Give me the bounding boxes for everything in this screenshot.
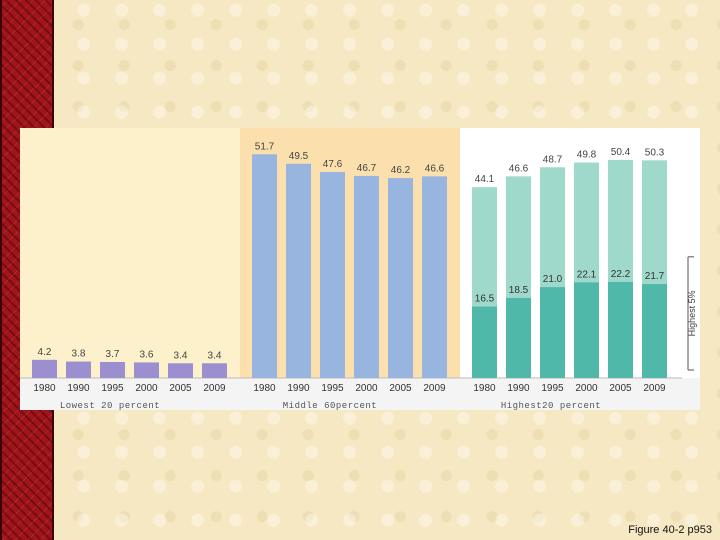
bar-highest-5	[540, 287, 565, 378]
data-label: 50.3	[645, 147, 665, 158]
panel-background	[20, 128, 240, 378]
bar	[32, 359, 57, 378]
income-share-chart: 4.2 1980 3.8 1990 3.7 1995 3.6 2000 3.4 2005 3.4 20…	[20, 128, 700, 410]
bar	[286, 163, 311, 378]
tick-label: 1990	[67, 383, 90, 394]
data-label: 46.6	[425, 163, 445, 174]
data-label: 21.7	[645, 271, 665, 282]
tick-label: 2009	[423, 383, 446, 394]
data-label: 49.8	[577, 150, 597, 161]
bar-highest-5	[472, 306, 497, 378]
bar	[168, 363, 193, 378]
data-label: 48.7	[543, 154, 563, 165]
bar	[252, 154, 277, 378]
data-label: 47.6	[323, 159, 343, 170]
bar-highest-5	[574, 282, 599, 378]
data-label: 46.7	[357, 163, 377, 174]
chart-canvas: 4.2 1980 3.8 1990 3.7 1995 3.6 2000 3.4 2005 3.4 20…	[20, 128, 700, 410]
bar	[202, 363, 227, 378]
tick-label: 1995	[541, 383, 564, 394]
tick-label: 2009	[643, 383, 666, 394]
data-label: 16.5	[475, 294, 495, 305]
tick-label: 2000	[355, 383, 378, 394]
data-label: 46.6	[509, 163, 529, 174]
bar-highest-5	[506, 297, 531, 378]
bar	[66, 361, 91, 378]
group-label: Highest20 percent	[501, 401, 601, 410]
tick-label: 1990	[507, 383, 530, 394]
tick-label: 2005	[169, 383, 192, 394]
tick-label: 2000	[135, 383, 158, 394]
data-label: 18.5	[509, 285, 529, 296]
data-label: 3.6	[140, 349, 154, 360]
bar-highest-5	[608, 281, 633, 378]
data-label: 3.4	[174, 350, 188, 361]
tick-label: 1980	[253, 383, 276, 394]
data-label: 22.2	[611, 269, 631, 280]
axis-band	[20, 378, 700, 410]
tick-label: 2005	[389, 383, 412, 394]
bar	[134, 362, 159, 378]
tick-label: 2009	[203, 383, 226, 394]
group-label: Middle 60percent	[283, 401, 377, 410]
data-label: 3.4	[208, 350, 222, 361]
tick-label: 2000	[575, 383, 598, 394]
tick-label: 1995	[321, 383, 344, 394]
data-label: 50.4	[611, 147, 631, 158]
data-label: 49.5	[289, 151, 309, 162]
bar	[100, 361, 125, 378]
tick-label: 1990	[287, 383, 310, 394]
bar	[320, 172, 345, 378]
data-label: 44.1	[475, 174, 495, 185]
data-label: 51.7	[255, 141, 275, 152]
tick-label: 1980	[33, 383, 56, 394]
bar-highest-5	[642, 284, 667, 378]
group-label: Lowest 20 percent	[60, 401, 160, 410]
tick-label: 1980	[473, 383, 496, 394]
tick-label: 1995	[101, 383, 124, 394]
bar	[388, 178, 413, 378]
data-label: 46.2	[391, 165, 411, 176]
data-label: 22.1	[577, 269, 597, 280]
data-label: 21.0	[543, 274, 563, 285]
subseries-label: Highest 5%	[687, 290, 697, 336]
bar	[422, 176, 447, 378]
data-label: 3.7	[106, 349, 120, 360]
data-label: 4.2	[38, 347, 52, 358]
data-label: 3.8	[72, 349, 86, 360]
bar	[354, 175, 379, 378]
tick-label: 2005	[609, 383, 632, 394]
figure-caption: Figure 40-2 p953	[628, 524, 712, 536]
